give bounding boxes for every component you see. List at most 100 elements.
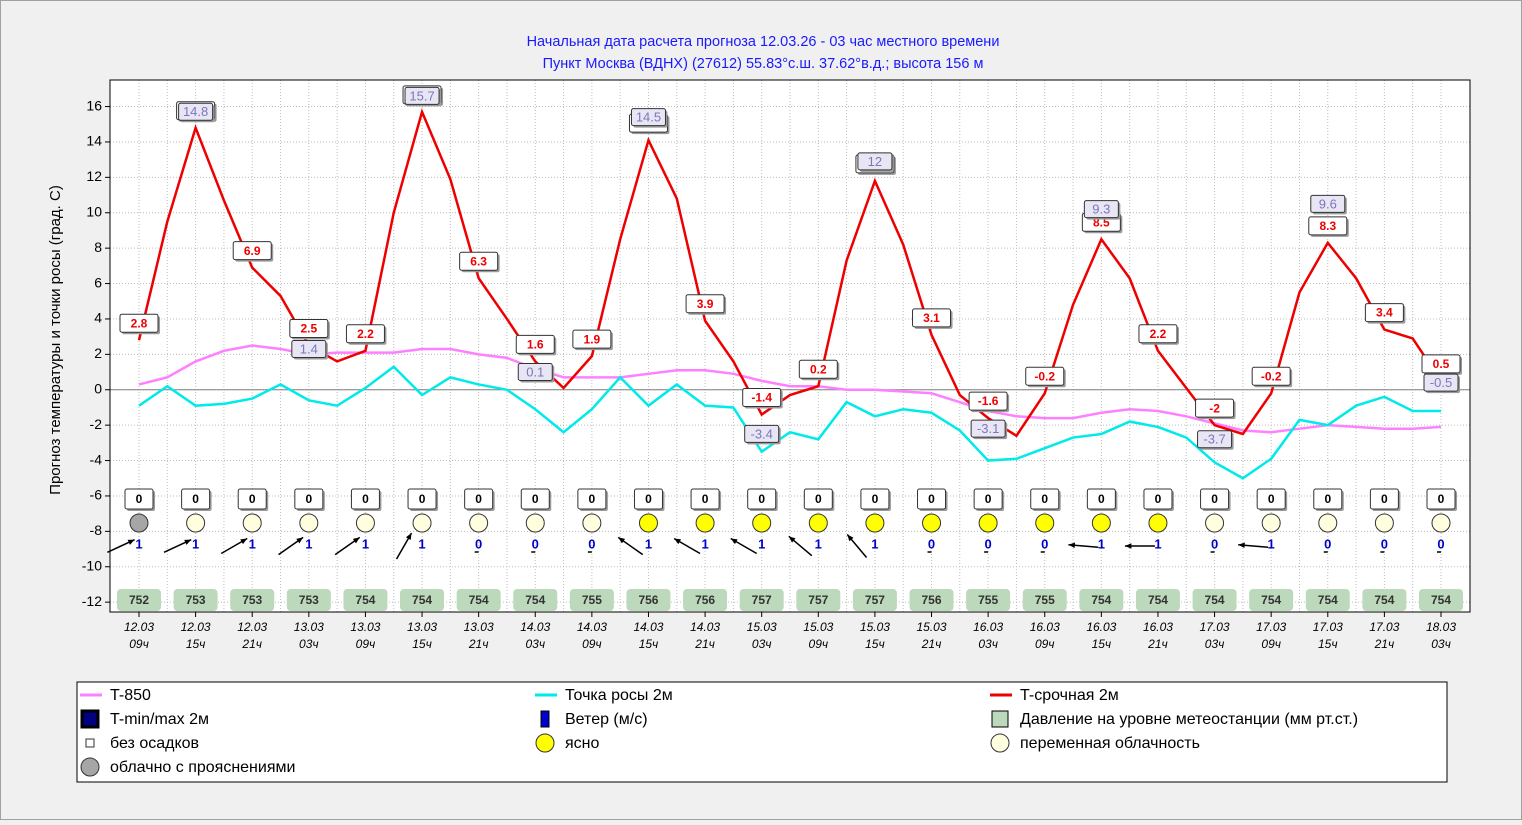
precipitation: 0 [815,492,822,506]
x-tick-label: 09ч [1035,637,1055,651]
pressure-value: 754 [1261,593,1281,607]
cloud-icon [186,513,206,533]
y-tick-label: -8 [90,522,103,538]
precipitation: 0 [1211,492,1218,506]
x-tick-label: 17.03 [1313,620,1343,634]
precipitation: 0 [192,492,199,506]
pressure-value: 757 [808,593,828,607]
pressure-value: 756 [638,593,658,607]
data-label-box [119,313,159,333]
precipitation: 0 [985,492,992,506]
data-label: 8.3 [1319,219,1336,233]
precipitation: 0 [589,492,596,506]
y-tick-label: -2 [90,416,103,432]
wind-arrow-head [1238,542,1245,548]
x-tick-label: 21ч [241,637,262,651]
minmax-label: -3.4 [750,426,772,441]
y-tick-label: 4 [94,310,102,326]
data-label: 6.3 [470,254,487,268]
precipitation: 0 [645,492,652,506]
precipitation-box [294,488,324,510]
minmax-label-box [970,419,1006,438]
minmax-label-box [178,102,214,121]
data-label: 2.5 [300,322,317,336]
x-tick-label: 15ч [186,637,206,651]
minmax-label: -3.1 [977,421,999,436]
pressure-box [400,589,445,611]
x-tick-label: 17.03 [1200,620,1230,634]
precipitation: 0 [249,492,256,506]
pressure-box [626,589,671,611]
series-line [137,108,1443,438]
pressure-value: 754 [469,593,489,607]
wind-speed: 1 [645,536,652,551]
legend-label: T-срочная 2м [1020,687,1119,704]
pressure-value: 757 [752,593,772,607]
minmax-label: -3.7 [1203,432,1225,447]
precipitation: 0 [305,492,312,506]
minmax-label-box [291,339,327,358]
precipitation-box [464,488,494,510]
pressure-value: 755 [582,593,602,607]
x-tick-label: 09ч [1261,637,1281,651]
cloud-icon [129,513,149,533]
x-tick-label: 18.03 [1426,620,1456,634]
precipitation: 0 [702,492,709,506]
wind-speed: 0 [1437,536,1444,551]
data-label-box [1308,216,1348,236]
x-tick-label: 21ч [694,637,715,651]
cloud-icon [1374,513,1394,533]
x-tick-label: 03ч [1431,637,1451,651]
y-tick-label: 10 [86,203,102,219]
cloud-icon [695,513,715,533]
wind-speed: 1 [758,536,765,551]
y-tick-label: -12 [82,593,102,609]
data-label-box [968,391,1008,411]
pressure-box [1022,589,1067,611]
x-tick-label: 15ч [412,637,432,651]
precipitation: 0 [136,492,143,506]
wind-speed: 1 [701,536,708,551]
minmax-label: -0.5 [1430,375,1452,390]
wind-speed: 1 [305,536,312,551]
x-tick-label: 15.03 [860,620,890,634]
precipitation-box [181,488,211,510]
pressure-value: 756 [922,593,942,607]
data-label-box [345,324,385,344]
wind-speed: 0 [588,536,595,551]
precipitation: 0 [872,492,879,506]
minmax-label: 9.6 [1319,196,1337,211]
minmax-label: 12 [868,154,882,169]
wind-speed: 1 [1154,536,1161,551]
data-label: 3.4 [1376,306,1393,320]
cloud-icon [1091,513,1111,533]
minmax-label-box [857,152,893,171]
precipitation: 0 [1041,492,1048,506]
precipitation: 0 [928,492,935,506]
x-tick-label: 16.03 [1143,620,1173,634]
precipitation-box [577,488,607,510]
x-tick-label: 15ч [1092,637,1112,651]
y-tick-label: 0 [94,380,102,396]
pressure-value: 754 [1091,593,1111,607]
pressure-box [852,589,897,611]
wind-speed: 1 [1098,536,1105,551]
data-label: 1.9 [584,332,601,346]
cloud-icon [299,513,319,533]
wind-arrow-head [674,538,682,545]
precipitation: 0 [1268,492,1275,506]
minmax-label-box [630,108,666,127]
wind-arrow-head [730,538,738,545]
x-tick-label: 13.03 [294,620,324,634]
minmax-label-box [1310,194,1346,213]
pressure-box [1249,589,1294,611]
precipitation: 0 [1098,492,1105,506]
data-label-box [742,388,782,408]
wind-arrow-head [296,537,304,544]
chart-title: Начальная дата расчета прогноза 12.03.26… [527,34,1000,50]
wind-speed: 1 [362,536,369,551]
pressure-value: 752 [129,593,149,607]
legend-label: T-min/max 2м [110,711,209,728]
cloud-icon [1318,513,1338,533]
wind-speed: 1 [815,536,822,551]
